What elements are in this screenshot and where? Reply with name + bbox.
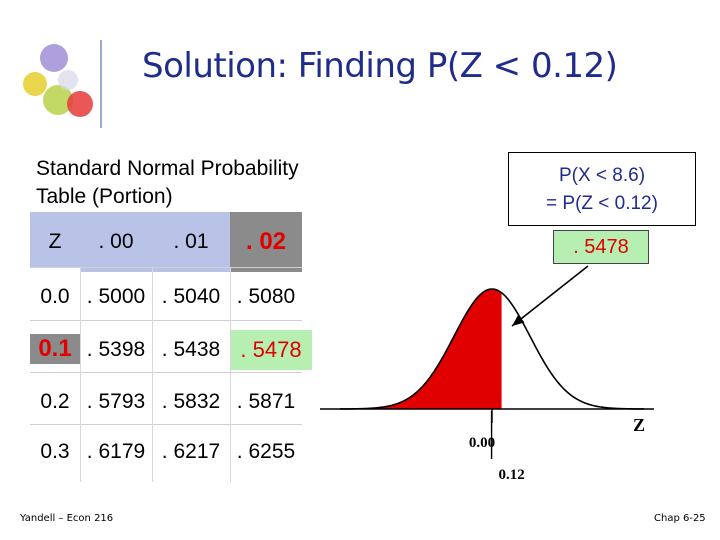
table-cell: . 5398	[86, 338, 146, 361]
caption-line-2: Table (Portion)	[36, 185, 173, 208]
table-grid-line	[152, 267, 153, 482]
table-grid-line	[30, 372, 302, 373]
table-cell: . 5040	[161, 285, 221, 308]
slide-title: Solution: Finding P(Z < 0.12)	[142, 46, 618, 86]
table-cell: . 5438	[161, 338, 221, 361]
shaded-area	[340, 289, 502, 409]
footer-page-number: Chap 6-25	[654, 513, 706, 524]
table-grid-line	[30, 320, 302, 321]
table-cell: . 6217	[161, 440, 221, 463]
caption-line-1: Standard Normal Probability	[36, 157, 299, 180]
table-caption: Standard Normal Probability Table (Porti…	[36, 155, 299, 211]
equation-line-1: P(X < 8.6)	[558, 165, 646, 186]
table-cell: . 5871	[236, 390, 296, 413]
footer-author: Yandell – Econ 216	[20, 513, 114, 524]
table-row-z-0.3: 0.3	[30, 422, 80, 482]
table-header-02-highlight: . 02	[230, 212, 302, 272]
table-grid-line	[230, 267, 231, 482]
pointer-arrowhead	[512, 314, 525, 326]
equation-line-2: = P(Z < 0.12)	[546, 193, 658, 214]
table-cell: . 5080	[236, 285, 296, 308]
tick-label-value: 0.12	[498, 467, 524, 480]
table-grid-line	[80, 267, 81, 482]
table-cell: . 6255	[236, 440, 296, 463]
table-header-z: Z	[30, 212, 80, 272]
tick-label-mean: 0.00	[469, 435, 495, 451]
table-header-01: . 01	[152, 212, 230, 272]
axis-label-z: Z	[633, 415, 645, 435]
table-grid-line	[30, 424, 302, 425]
table-cell: . 5000	[86, 285, 146, 308]
slide-logo-icon	[23, 44, 93, 117]
table-header-00: . 00	[80, 212, 152, 272]
table-cell: . 5793	[86, 390, 146, 413]
table-cell-highlight: . 5478	[230, 330, 312, 370]
probability-result: . 5478	[553, 230, 649, 264]
table-row-z-0.0: 0.0	[30, 267, 80, 327]
bell-curve	[339, 288, 645, 410]
normal-curve-diagram: 0.00 0.12 Z	[320, 265, 654, 480]
table-cell: . 5832	[161, 390, 221, 413]
table-cell: . 6179	[86, 440, 146, 463]
title-divider	[100, 40, 102, 128]
probability-equation-box: P(X < 8.6) = P(Z < 0.12)	[508, 152, 696, 226]
table-grid-line	[30, 267, 302, 268]
pointer-arrow	[511, 265, 589, 327]
table-row-z-0.1-highlight: 0.1	[30, 334, 80, 364]
